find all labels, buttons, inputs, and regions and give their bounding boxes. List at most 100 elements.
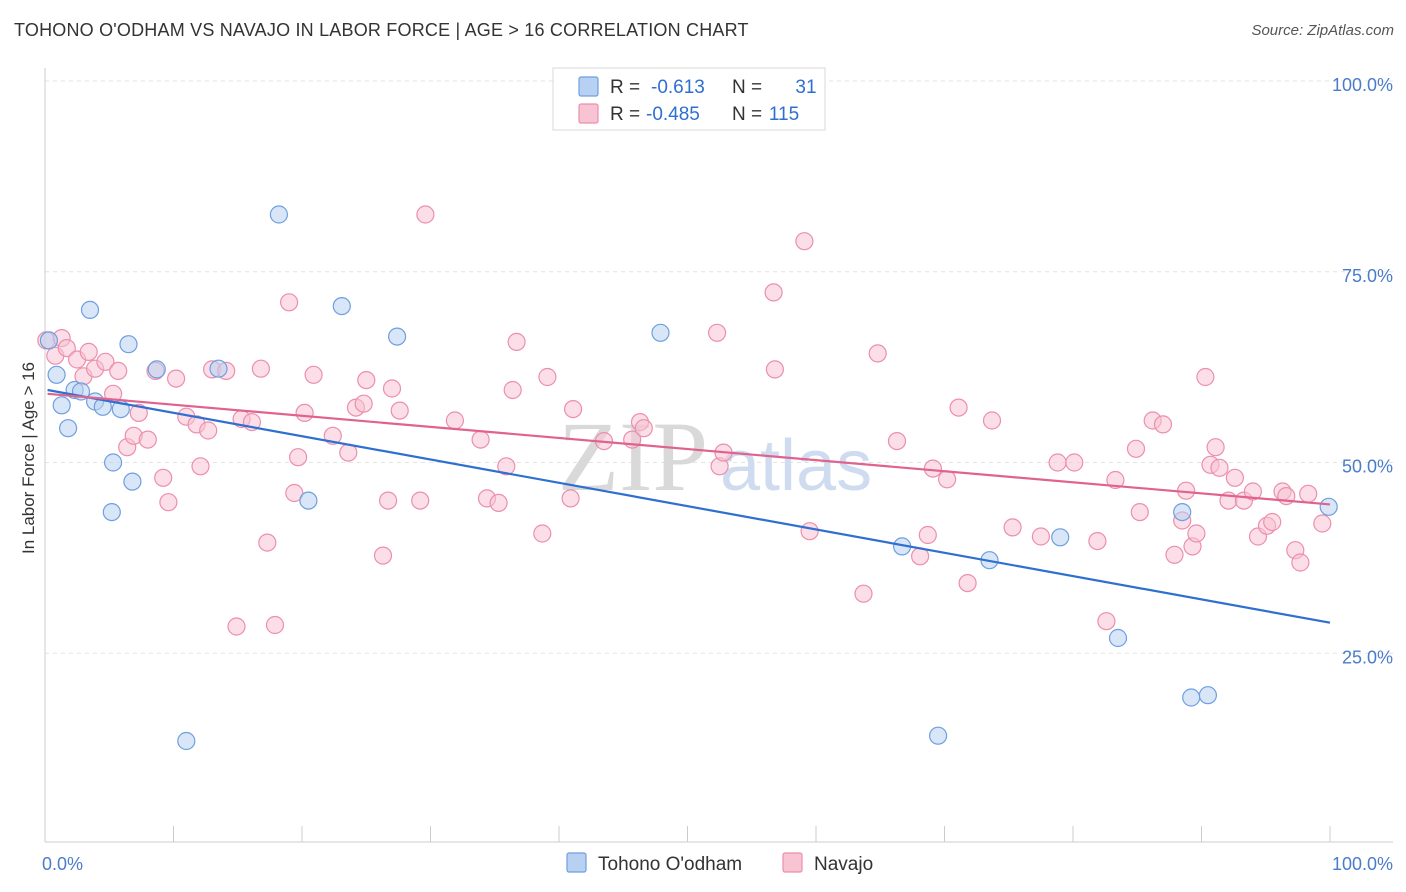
legend-swatch-tohono [578,76,599,97]
navajo-point-81 [1048,453,1067,472]
watermark-atlas: atlas [720,426,872,506]
navajo-point-67 [795,232,814,251]
navajo-point-50 [489,493,508,512]
tohono-point-16 [209,359,228,378]
navajo-point-55 [538,367,557,387]
y-tick-labels: 25.0% 50.0% 75.0% 100.0% [1332,75,1393,667]
navajo-point-94 [1187,524,1206,543]
navajo-point-98 [1210,458,1229,477]
legend-r-value-navajo: -0.485 [646,104,700,125]
legend-r-label-tohono: R = [610,77,640,98]
bottom-legend-swatch-tohono [566,852,587,873]
navajo-point-13 [129,403,148,422]
navajo-point-6 [79,342,98,361]
navajo-point-52 [503,380,522,400]
legend-n-value-tohono: 31 [795,77,816,98]
navajo-point-61 [634,419,653,438]
navajo-point-44 [390,401,409,420]
navajo-point-18 [167,369,186,388]
navajo-point-79 [1003,518,1022,537]
y-axis-title: In Labor Force | Age > 16 [19,362,38,554]
navajo-point-34 [295,403,314,422]
legend-r-label-navajo: R = [610,104,640,125]
navajo-point-80 [1031,527,1051,546]
navajo-point-78 [982,411,1002,430]
bottom-legend: Tohono O'odham Navajo [566,852,873,875]
navajo-point-48 [471,430,490,449]
x-tick-label-max: 100.0% [1332,854,1393,874]
navajo-point-33 [289,448,308,467]
x-tick-labels: 0.0% 100.0% [42,854,1393,874]
tohono-point-25 [1051,528,1070,547]
tohono-point-1 [47,365,66,384]
navajo-point-51 [497,457,516,476]
navajo-point-42 [379,491,398,510]
navajo-point-29 [258,533,277,552]
legend-swatch-navajo [578,103,599,124]
tohono-point-0 [39,331,59,350]
tohono-point-28 [1182,688,1201,707]
tohono-point-14 [147,360,166,379]
tohono-point-19 [332,297,351,316]
navajo-point-69 [854,584,873,603]
tohono-point-18 [299,491,318,510]
navajo-point-71 [887,432,907,451]
navajo-point-86 [1126,439,1146,458]
y-tick-label-25: 25.0% [1342,647,1393,667]
navajo-point-21 [191,457,210,476]
navajo-trend-line [47,392,1331,506]
navajo-point-75 [937,470,957,489]
navajo-point-39 [354,394,373,413]
navajo-point-65 [764,283,783,302]
bottom-legend-swatch-navajo [782,852,803,873]
navajo-point-45 [411,491,430,510]
navajo-point-105 [1263,512,1282,532]
navajo-point-16 [154,468,173,487]
navajo-point-102 [1243,482,1263,501]
navajo-point-40 [357,371,376,390]
navajo-point-76 [949,398,968,417]
navajo-point-46 [416,205,435,224]
navajo-point-95 [1196,367,1215,387]
navajo-point-3 [57,339,76,358]
navajo-point-30 [265,615,285,635]
tohono-point-27 [1173,502,1192,522]
navajo-point-17 [159,493,178,512]
navajo-point-31 [280,293,299,312]
navajo-point-109 [1291,553,1310,572]
tohono-point-23 [928,726,948,745]
navajo-point-84 [1097,612,1116,631]
chart-title: TOHONO O'ODHAM VS NAVAJO IN LABOR FORCE … [14,20,749,40]
x-tick-label-min: 0.0% [42,854,83,874]
navajo-point-14 [138,430,157,449]
navajo-point-57 [563,400,583,419]
tohono-point-30 [1319,497,1338,516]
tohono-point-3 [58,419,78,438]
navajo-point-85 [1106,470,1125,490]
navajo-point-111 [1313,514,1332,533]
navajo-point-87 [1130,502,1149,522]
legend-n-value-navajo: 115 [769,104,799,125]
navajo-point-43 [382,379,402,398]
navajo-point-10 [109,361,128,380]
source-label: Source: ZipAtlas.com [1251,22,1394,39]
tohono-point-26 [1108,628,1128,648]
navajo-point-56 [561,489,580,508]
navajo-point-83 [1088,531,1107,551]
navajo-point-32 [285,483,304,503]
tohono-point-9 [103,453,123,472]
navajo-point-22 [199,421,218,440]
navajo-point-66 [765,360,785,379]
navajo-point-90 [1165,545,1184,564]
navajo-point-54 [533,524,552,543]
trend-lines [47,388,1331,624]
legend-n-label-tohono: N = [732,77,762,98]
navajo-point-70 [868,344,887,363]
y-tick-label-50: 50.0% [1342,457,1393,477]
navajo-point-41 [373,546,393,565]
tohono-point-10 [102,502,121,522]
navajo-point-47 [445,411,464,430]
navajo-point-110 [1299,484,1318,503]
tohono-point-12 [119,335,138,354]
